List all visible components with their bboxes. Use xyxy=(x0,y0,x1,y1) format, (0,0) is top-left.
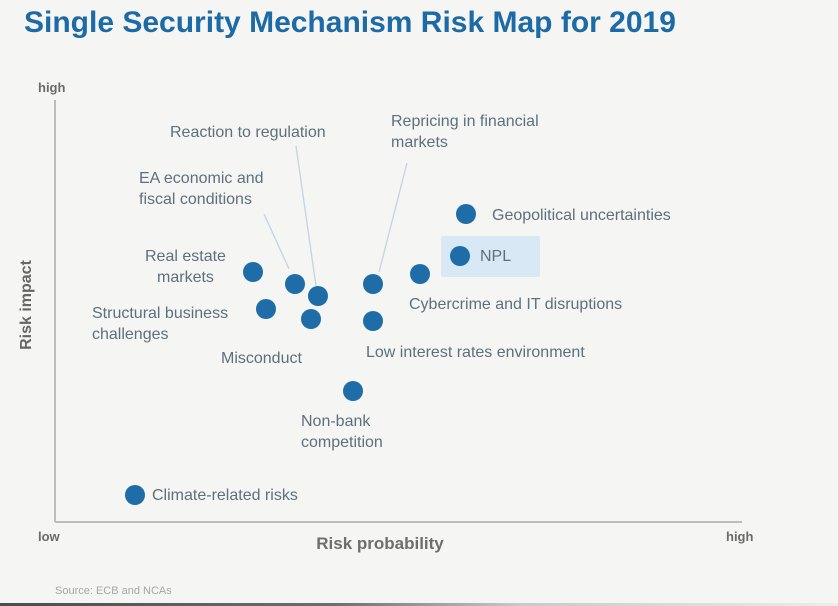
point-label-repricing-financial-markets: Repricing in financial markets xyxy=(391,113,539,152)
x-axis-high-label: high xyxy=(726,529,754,544)
point-label-misconduct: Misconduct xyxy=(221,350,302,367)
x-axis-title: Risk probability xyxy=(316,534,444,553)
data-point-ea-economic-fiscal xyxy=(285,274,305,294)
point-label-climate-related-risks: Climate-related risks xyxy=(152,487,298,504)
data-point-repricing-financial-markets xyxy=(363,274,383,294)
point-label-cybercrime-it-disruptions: Cybercrime and IT disruptions xyxy=(409,296,623,313)
data-point-non-bank-competition xyxy=(343,381,363,401)
connector-line-repricing-financial-markets xyxy=(378,162,408,273)
data-point-reaction-to-regulation xyxy=(308,286,328,306)
data-point-climate-related-risks xyxy=(125,485,145,505)
y-axis-title: Risk impact xyxy=(18,260,35,350)
data-point-structural-business-challenges xyxy=(256,299,276,319)
point-label-npl: NPL xyxy=(480,248,512,265)
point-label-real-estate-markets: Real estate markets xyxy=(145,248,226,287)
page-title: Single Security Mechanism Risk Map for 2… xyxy=(24,6,676,39)
point-label-low-interest-rates: Low interest rates environment xyxy=(366,344,585,361)
data-point-geopolitical-uncertainties xyxy=(456,204,476,224)
data-point-low-interest-rates xyxy=(363,311,383,331)
connector-line-reaction-to-regulation xyxy=(295,145,317,287)
y-axis-high-label: high xyxy=(38,80,66,95)
point-label-geopolitical-uncertainties: Geopolitical uncertainties xyxy=(492,207,671,224)
x-axis-low-label: low xyxy=(38,529,60,544)
data-point-real-estate-markets xyxy=(243,262,263,282)
bottom-border-bar xyxy=(0,603,838,606)
point-label-ea-economic-fiscal: EA economic and fiscal conditions xyxy=(139,170,264,209)
data-point-npl xyxy=(450,246,470,266)
source-note: Source: ECB and NCAs xyxy=(55,585,172,597)
data-point-cybercrime-it-disruptions xyxy=(410,264,430,284)
point-label-non-bank-competition: Non-bank competition xyxy=(301,413,383,452)
data-point-misconduct xyxy=(301,309,321,329)
connector-line-ea-economic-fiscal xyxy=(263,213,290,270)
point-label-reaction-to-regulation: Reaction to regulation xyxy=(170,124,326,141)
point-label-structural-business-challenges: Structural business challenges xyxy=(92,305,229,344)
